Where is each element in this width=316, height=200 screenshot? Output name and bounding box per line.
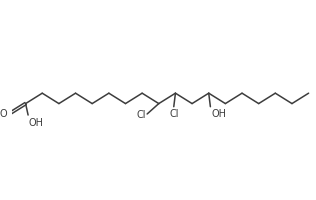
Text: OH: OH [211, 109, 227, 119]
Text: O: O [0, 109, 7, 119]
Text: Cl: Cl [136, 109, 146, 119]
Text: OH: OH [28, 117, 44, 127]
Text: Cl: Cl [169, 109, 179, 119]
